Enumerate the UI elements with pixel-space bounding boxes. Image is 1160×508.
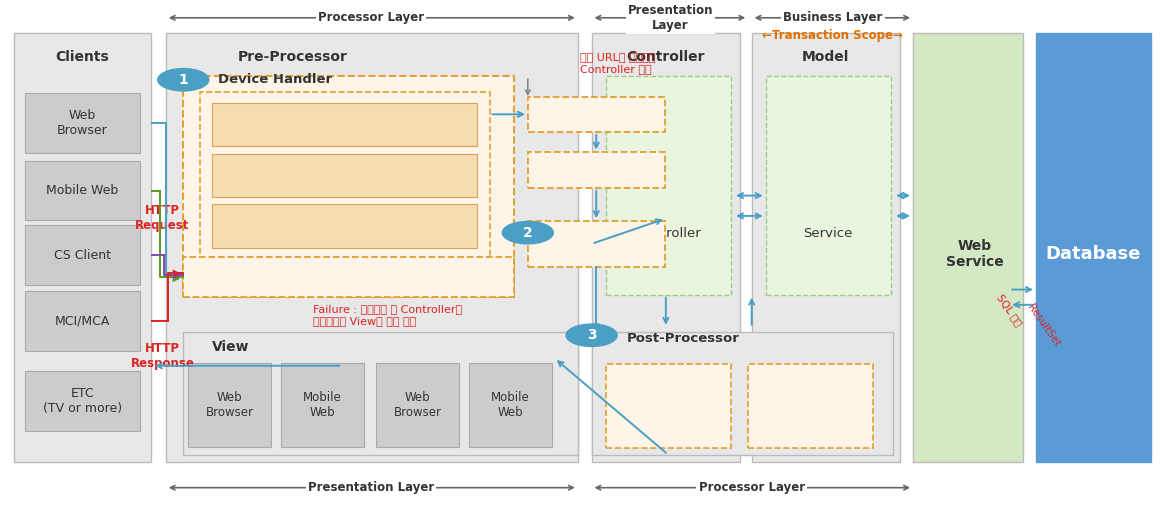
Text: Interceptor
(post): Interceptor (post) [778,392,843,420]
FancyBboxPatch shape [528,97,665,132]
FancyBboxPatch shape [212,153,477,197]
Text: Mobile Web: Mobile Web [46,184,118,197]
Text: Business Layer: Business Layer [783,11,883,24]
Text: Presentation
Layer: Presentation Layer [628,4,713,32]
FancyBboxPatch shape [212,204,477,247]
FancyBboxPatch shape [24,161,139,220]
Circle shape [566,324,617,346]
Text: Mobile
Web: Mobile Web [303,391,342,419]
Text: 3: 3 [587,328,596,342]
Text: Web
Service: Web Service [945,239,1003,269]
Text: Failure : 예외처리 후 Controller를
거치지않고 View로 바로 이동: Failure : 예외처리 후 Controller를 거치지않고 View로… [313,304,463,326]
Text: HTTP
Request: HTTP Request [136,204,189,233]
FancyBboxPatch shape [183,76,514,297]
Text: Controller: Controller [626,50,705,64]
Text: Service: Service [804,227,853,240]
FancyBboxPatch shape [469,363,552,447]
FancyBboxPatch shape [592,33,740,462]
Text: Web
Browser: Web Browser [393,391,442,419]
FancyBboxPatch shape [766,76,891,295]
Text: Processor Layer: Processor Layer [698,481,805,494]
Text: ResultSet: ResultSet [1025,302,1063,348]
Circle shape [158,69,209,91]
FancyBboxPatch shape [183,332,578,455]
FancyBboxPatch shape [606,364,731,448]
FancyBboxPatch shape [188,363,271,447]
Text: Controller: Controller [636,227,701,240]
FancyBboxPatch shape [166,33,578,462]
Text: Dipatcher Servlet: Dipatcher Servlet [293,270,404,283]
Text: HTTP
Response: HTTP Response [130,341,195,370]
Text: Device Handler: Device Handler [218,73,332,86]
FancyBboxPatch shape [212,103,477,146]
FancyBboxPatch shape [752,33,900,462]
Text: Database: Database [1045,245,1140,263]
FancyBboxPatch shape [200,92,490,275]
Text: 2: 2 [523,226,532,240]
FancyBboxPatch shape [913,33,1023,462]
Text: View: View [212,340,249,354]
Text: Processor Layer: Processor Layer [318,11,425,24]
Text: Mobile Adaptor: Mobile Adaptor [297,169,392,182]
Text: Web
Browser: Web Browser [57,109,108,137]
Text: Web
Browser: Web Browser [205,391,254,419]
FancyBboxPatch shape [281,363,364,447]
FancyBboxPatch shape [24,291,139,351]
Text: Pre-Processor: Pre-Processor [238,50,348,64]
FancyBboxPatch shape [14,33,151,462]
Text: Presentation Layer: Presentation Layer [309,481,434,494]
Text: Clients: Clients [56,50,109,64]
Text: 1: 1 [179,73,188,87]
Text: ←Transaction Scope→: ←Transaction Scope→ [762,29,904,42]
Text: CS Client: CS Client [53,248,111,262]
FancyBboxPatch shape [592,332,893,455]
FancyBboxPatch shape [748,364,873,448]
Text: Handler Mapping: Handler Mapping [543,108,650,121]
Text: MCI/MCA: MCI/MCA [55,314,110,328]
FancyBboxPatch shape [24,93,139,153]
Text: Model: Model [803,50,849,64]
FancyBboxPatch shape [24,371,139,431]
Text: SQL 쿼리: SQL 쿼리 [994,292,1024,328]
Text: Post-Processor: Post-Processor [626,332,739,345]
Text: 요청 URL과 매핑되는
Controller 검색: 요청 URL과 매핑되는 Controller 검색 [580,52,655,74]
FancyBboxPatch shape [606,76,731,295]
Text: Validation
interceptor: Validation interceptor [561,230,631,258]
FancyBboxPatch shape [376,363,459,447]
Circle shape [502,221,553,244]
FancyBboxPatch shape [528,152,665,188]
FancyBboxPatch shape [183,257,514,297]
Text: ETC
(TV or more): ETC (TV or more) [43,387,122,416]
Text: Web Adaptor: Web Adaptor [304,118,385,131]
Text: Mobile
Web: Mobile Web [491,391,530,419]
Text: Interceptor (Pre): Interceptor (Pre) [545,164,647,177]
FancyBboxPatch shape [24,225,139,285]
FancyBboxPatch shape [1036,33,1151,462]
FancyBboxPatch shape [528,221,665,267]
Text: Web Service Adaptor: Web Service Adaptor [278,219,411,233]
Text: OutFromat
Interceptor: OutFromat Interceptor [636,392,701,420]
